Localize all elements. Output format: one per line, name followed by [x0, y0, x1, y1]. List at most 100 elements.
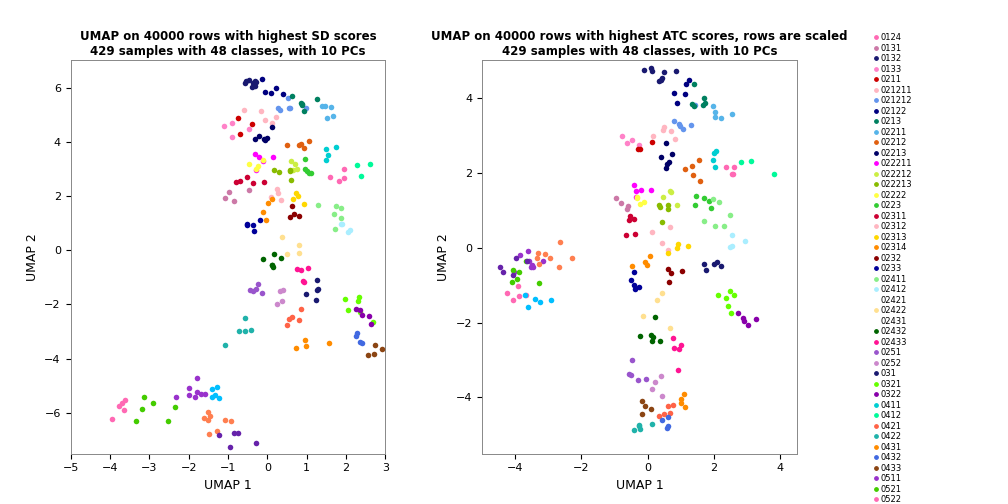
Point: [527, 294, 543, 302]
Point: [520, 303, 536, 311]
Point: [295, 145, 311, 153]
Point: [264, 119, 280, 127]
Point: [250, 162, 266, 170]
Point: [705, 195, 721, 203]
Point: [328, 143, 344, 151]
Point: [260, 200, 276, 208]
Point: [685, 80, 702, 88]
Point: [247, 82, 263, 90]
Point: [333, 220, 349, 228]
Point: [326, 210, 342, 218]
Point: [644, 67, 660, 75]
Point: [655, 193, 671, 201]
Point: [209, 383, 225, 391]
Point: [360, 350, 376, 358]
Point: [236, 106, 252, 114]
Point: [672, 121, 688, 130]
Point: [660, 265, 676, 273]
Point: [506, 268, 522, 276]
Point: [622, 212, 638, 220]
Point: [662, 223, 678, 231]
Point: [257, 88, 273, 96]
Point: [673, 341, 689, 349]
Point: [374, 345, 390, 353]
Point: [520, 247, 536, 255]
Point: [614, 132, 630, 140]
Point: [726, 291, 742, 299]
Point: [322, 173, 338, 181]
Point: [280, 94, 296, 102]
Point: [679, 241, 696, 249]
Point: [740, 321, 756, 329]
Point: [639, 261, 655, 269]
Point: [537, 250, 553, 258]
Point: [348, 333, 364, 341]
Point: [530, 249, 546, 258]
Y-axis label: UMAP 2: UMAP 2: [437, 233, 451, 281]
Point: [608, 194, 624, 202]
Point: [632, 425, 648, 433]
Point: [217, 416, 233, 424]
Point: [677, 165, 694, 173]
Point: [350, 161, 366, 169]
Point: [523, 261, 539, 269]
Point: [274, 233, 290, 241]
Point: [262, 240, 278, 248]
Point: [248, 166, 264, 174]
Point: [674, 267, 690, 275]
Point: [669, 201, 685, 209]
Point: [676, 390, 692, 398]
Point: [299, 167, 316, 175]
Point: [291, 316, 307, 324]
Point: [367, 341, 383, 349]
Point: [251, 153, 267, 161]
Point: [652, 372, 668, 381]
Point: [667, 67, 683, 75]
Point: [647, 313, 663, 322]
Point: [730, 308, 746, 317]
Point: [301, 137, 318, 145]
Point: [665, 334, 681, 342]
Point: [656, 410, 672, 418]
Point: [519, 257, 535, 265]
Point: [362, 160, 378, 168]
Point: [200, 408, 216, 416]
Legend: 0124, 0131, 0132, 0133, 0211, 021211, 021212, 02122, 0213, 02211, 02212, 02213, : 0124, 0131, 0132, 0133, 0211, 021211, 02…: [874, 33, 912, 504]
Point: [523, 263, 539, 271]
Y-axis label: UMAP 2: UMAP 2: [26, 233, 38, 281]
Point: [632, 200, 648, 208]
Point: [167, 403, 183, 411]
Point: [637, 402, 653, 410]
Point: [282, 104, 298, 112]
Point: [318, 156, 334, 164]
Point: [196, 413, 212, 421]
Point: [244, 120, 260, 128]
Point: [687, 101, 704, 109]
Point: [309, 201, 326, 209]
Point: [352, 338, 368, 346]
Point: [286, 210, 302, 218]
Point: [209, 427, 225, 435]
Point: [670, 366, 686, 374]
Point: [273, 196, 289, 204]
Point: [543, 296, 559, 304]
Point: [270, 190, 286, 198]
Point: [314, 101, 331, 109]
Point: [531, 298, 547, 306]
Point: [521, 257, 537, 265]
Point: [552, 237, 569, 245]
Point: [290, 240, 306, 248]
Point: [550, 263, 566, 271]
Point: [682, 121, 699, 129]
Point: [254, 289, 270, 297]
Point: [628, 193, 644, 201]
Point: [284, 92, 300, 100]
Point: [673, 395, 689, 403]
Point: [654, 218, 670, 226]
Point: [748, 315, 764, 323]
Point: [255, 156, 271, 164]
Point: [535, 257, 551, 265]
Point: [181, 384, 198, 392]
Point: [643, 405, 659, 413]
Point: [711, 199, 727, 207]
